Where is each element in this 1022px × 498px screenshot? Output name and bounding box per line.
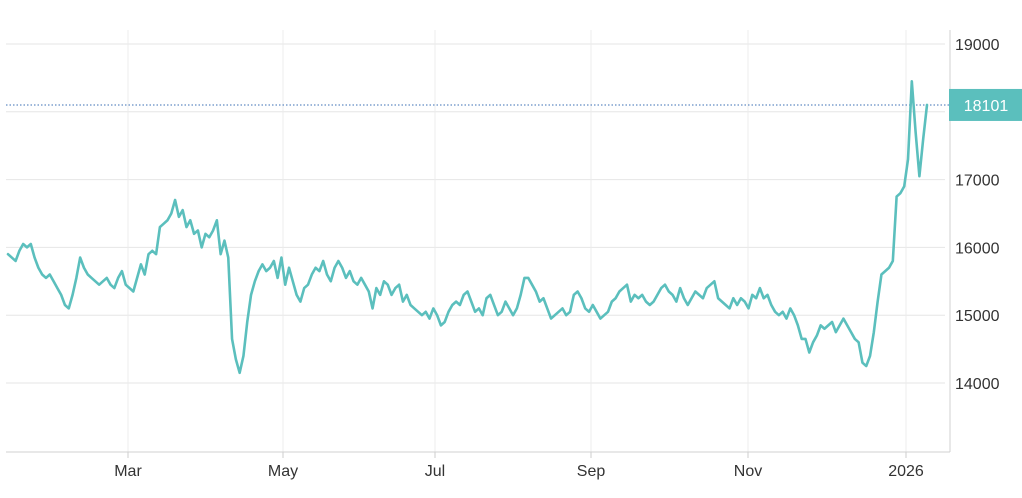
y-tick-label-15000: 15000 (955, 308, 1000, 325)
x-tick-label-Jul: Jul (425, 463, 445, 480)
y-axis-tick-labels: 14000 15000 16000 17000 19000 (955, 37, 1000, 393)
y-tick-label-14000: 14000 (955, 376, 1000, 393)
y-tick-label-19000: 19000 (955, 37, 1000, 54)
axis-lines (6, 30, 951, 453)
y-tick-label-17000: 17000 (955, 173, 1000, 190)
y-tick-label-16000: 16000 (955, 240, 1000, 257)
x-tick-label-Nov: Nov (734, 463, 762, 480)
x-tick-label-2026: 2026 (888, 463, 924, 480)
horizontal-gridlines (6, 43, 945, 384)
last-value-badge-background (949, 88, 1022, 121)
last-value-badge: 18101 (949, 88, 1022, 121)
x-tick-label-Sep: Sep (577, 463, 606, 480)
last-value-label: 18101 (964, 98, 1009, 115)
x-tick-label-May: May (268, 463, 298, 480)
price-series-line (6, 79, 929, 375)
x-axis-tick-labels: Mar May Jul Sep Nov 2026 (114, 463, 924, 480)
vertical-gridlines (127, 30, 907, 458)
x-tick-label-Mar: Mar (114, 463, 142, 480)
